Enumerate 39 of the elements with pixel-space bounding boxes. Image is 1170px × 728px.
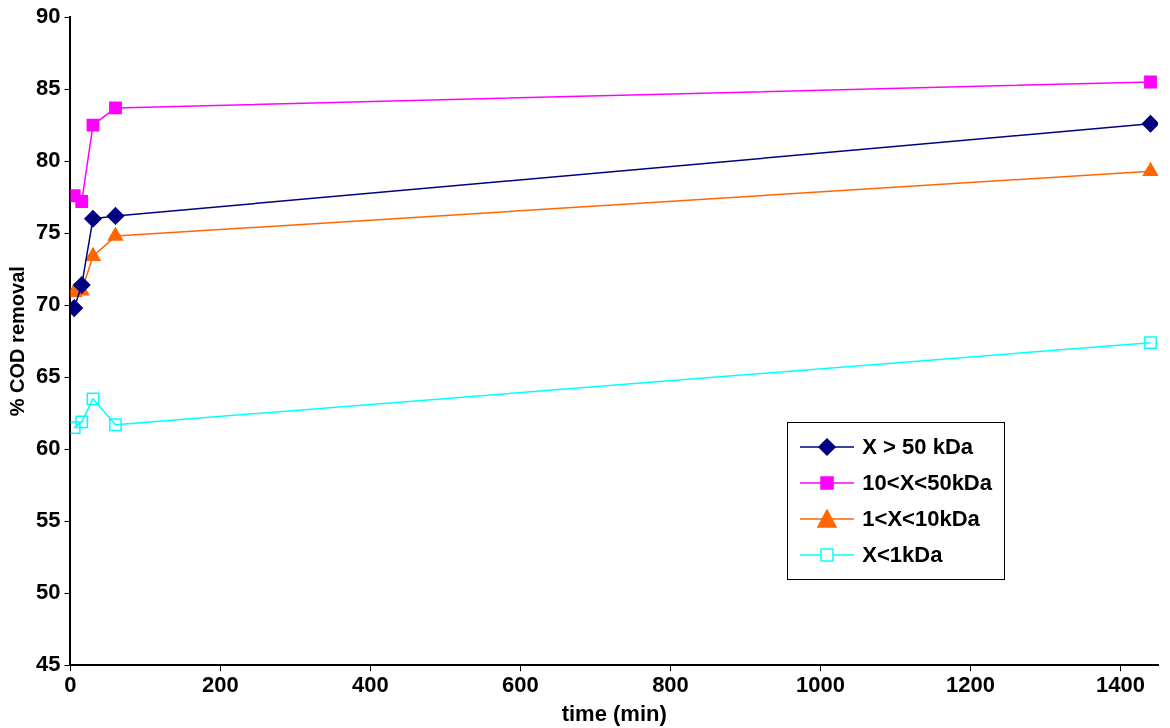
point <box>109 101 122 115</box>
y-tick-label: 45 <box>35 651 61 677</box>
point <box>1144 336 1157 350</box>
point <box>75 195 89 208</box>
y-tick-label: 60 <box>35 435 61 461</box>
y-tick-label: 90 <box>35 3 61 29</box>
point <box>1142 162 1158 177</box>
point <box>86 118 100 132</box>
legend-label: X > 50 kDa <box>862 434 974 460</box>
y-tick-label: 65 <box>35 363 61 389</box>
legend-label: 1<X<10kDa <box>862 506 980 532</box>
y-tick-label: 80 <box>35 147 61 173</box>
x-tick-label: 800 <box>652 672 689 698</box>
x-tick-label: 1400 <box>1096 672 1145 698</box>
point <box>1141 115 1158 133</box>
x-tick-label: 1000 <box>796 672 845 698</box>
point <box>84 210 102 228</box>
point <box>75 415 89 429</box>
y-tick-label: 85 <box>35 75 61 101</box>
y-tick-label: 55 <box>35 507 61 533</box>
x-tick-label: 600 <box>502 672 539 698</box>
y-tick-label: 70 <box>35 291 61 317</box>
x-tick-label: 1200 <box>946 672 995 698</box>
legend-label: X<1kDa <box>862 542 943 568</box>
x-tick-label: 400 <box>352 672 389 698</box>
y-tick-label: 75 <box>35 219 61 245</box>
point <box>72 276 91 294</box>
point <box>107 227 124 241</box>
point <box>106 207 125 225</box>
y-axis-title: % COD removal <box>5 266 28 417</box>
legend-label: 10<X<50kDa <box>862 470 992 496</box>
point <box>109 418 122 432</box>
point <box>86 392 100 406</box>
y-tick-label: 50 <box>35 579 61 605</box>
x-axis-title: time (min) <box>561 700 667 726</box>
point <box>70 421 81 435</box>
x-tick-label: 0 <box>64 672 77 698</box>
x-tick-label: 200 <box>202 672 239 698</box>
point <box>1144 75 1157 89</box>
